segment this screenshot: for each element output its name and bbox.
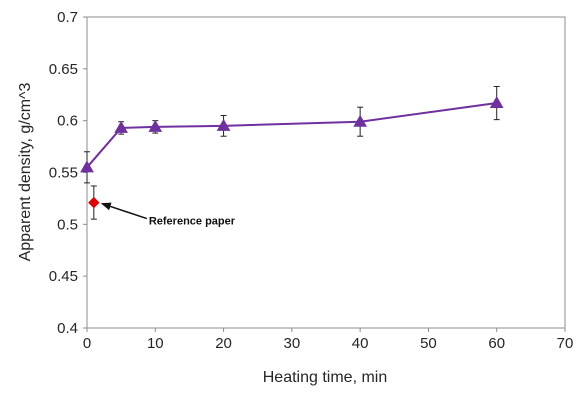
x-tick-label: 0	[83, 335, 91, 352]
y-tick-label: 0.65	[49, 61, 78, 78]
annotations: Reference paper	[100, 202, 236, 228]
x-tick-label: 50	[420, 335, 437, 352]
data-point-triangle	[80, 160, 94, 173]
annotation-0: Reference paper	[100, 202, 236, 228]
data-point-triangle	[216, 118, 231, 131]
annotation-label: Reference paper	[149, 216, 236, 228]
tick-labels: 0 10 20 30 40 50 60 70 0.4 0.45 0.5 0.55 0.6 0.65 0.7	[49, 9, 574, 352]
data-point-triangle	[489, 96, 504, 109]
x-tick-label: 20	[215, 335, 232, 352]
x-tick-label: 70	[557, 335, 574, 352]
x-tick-label: 30	[284, 335, 301, 352]
y-tick-label: 0.45	[49, 268, 78, 285]
series-line	[86, 102, 497, 168]
annotation-arrow	[100, 202, 148, 220]
series-0	[80, 85, 504, 184]
data-point-diamond	[88, 196, 100, 209]
data-point-triangle	[148, 119, 163, 132]
y-tick-label: 0.55	[49, 165, 78, 182]
axes	[83, 16, 566, 332]
x-tick-label: 40	[352, 335, 369, 352]
y-tick-label: 0.5	[57, 216, 78, 233]
x-axis-title: Heating time, min	[263, 369, 388, 386]
y-tick-label: 0.6	[57, 113, 78, 130]
data-point-triangle	[114, 120, 129, 133]
x-tick-label: 10	[147, 335, 164, 352]
series-1	[88, 185, 100, 220]
data-point-triangle	[353, 114, 368, 127]
y-axis-title: Apparent density, g/cm^3	[17, 82, 34, 261]
plot-frame	[86, 16, 566, 329]
data-series	[80, 85, 504, 220]
y-tick-label: 0.4	[57, 320, 78, 337]
y-tick-label: 0.7	[57, 9, 78, 26]
x-tick-label: 60	[488, 335, 505, 352]
